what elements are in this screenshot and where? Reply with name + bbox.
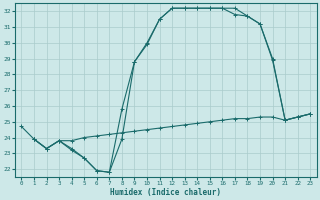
X-axis label: Humidex (Indice chaleur): Humidex (Indice chaleur) <box>110 188 221 197</box>
